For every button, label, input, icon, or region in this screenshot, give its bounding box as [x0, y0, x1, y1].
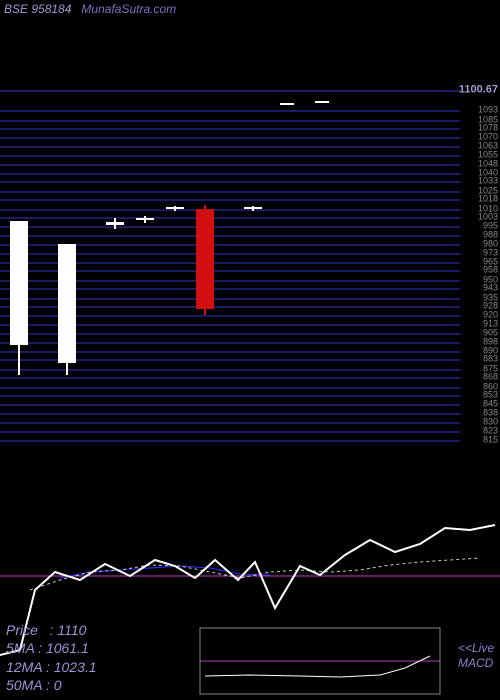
candle-body — [166, 207, 184, 208]
candle-body — [196, 209, 214, 310]
candle-body — [58, 244, 76, 363]
gridline — [0, 128, 460, 130]
info-price-label: Price — [6, 622, 38, 638]
site-label: MunafaSutra.com — [81, 2, 176, 16]
info-12ma-value: : 1023.1 — [46, 659, 97, 675]
gridline — [0, 110, 460, 112]
candle-body — [136, 218, 154, 220]
gridline — [0, 387, 460, 389]
candle-body — [10, 221, 28, 346]
info-5ma-label: 5MA — [6, 640, 34, 656]
gridline — [0, 137, 460, 139]
gridline — [0, 155, 460, 157]
gridline — [0, 120, 460, 122]
info-12ma-label: 12MA — [6, 659, 42, 675]
gridline — [0, 173, 460, 175]
gridline — [0, 164, 460, 166]
info-5ma-value: : 1061.1 — [38, 640, 89, 656]
gridline — [0, 422, 460, 424]
gridline — [0, 199, 460, 201]
gridline — [0, 90, 460, 92]
gridline — [0, 217, 460, 219]
live-label-line1: <<Live — [458, 641, 494, 655]
info-50ma-label: 50MA — [6, 677, 42, 693]
chart-header: BSE 958184 MunafaSutra.com — [4, 2, 176, 16]
gridline — [0, 377, 460, 379]
info-box: Price : 1110 5MA : 1061.1 12MA : 1023.1 … — [6, 621, 97, 694]
info-price-row: Price : 1110 — [6, 621, 97, 639]
live-label-line2: MACD — [458, 656, 494, 670]
yaxis-label: 815 — [483, 436, 498, 445]
price-tick-mark — [315, 101, 329, 103]
gridline — [0, 431, 460, 433]
price-tick-mark — [280, 103, 294, 105]
gridline — [0, 146, 460, 148]
yaxis-label-hi: 1100.67 — [459, 85, 498, 96]
gridline — [0, 413, 460, 415]
gridline — [0, 395, 460, 397]
info-5ma-row: 5MA : 1061.1 — [6, 639, 97, 657]
info-price-value: : 1110 — [50, 622, 87, 638]
indicator-panel: Price : 1110 5MA : 1061.1 12MA : 1023.1 … — [0, 480, 500, 700]
gridline — [0, 404, 460, 406]
gridline — [0, 369, 460, 371]
live-macd-label: <<Live MACD — [458, 641, 494, 670]
info-50ma-row: 50MA : 0 — [6, 676, 97, 694]
exchange-label: BSE — [4, 2, 28, 16]
price-chart-panel: 1100.67109310851078107010631055104810401… — [0, 90, 500, 440]
candle-body — [244, 207, 262, 208]
info-12ma-row: 12MA : 1023.1 — [6, 658, 97, 676]
candle-body — [106, 222, 124, 226]
gridline — [0, 191, 460, 193]
gridline — [0, 235, 460, 237]
macd-inset-line — [205, 656, 430, 677]
info-50ma-value: : 0 — [46, 677, 62, 693]
gridline — [0, 209, 460, 211]
gridline — [0, 226, 460, 228]
ticker-label: 958184 — [31, 2, 71, 16]
gridline — [0, 181, 460, 183]
gridline — [0, 440, 460, 442]
